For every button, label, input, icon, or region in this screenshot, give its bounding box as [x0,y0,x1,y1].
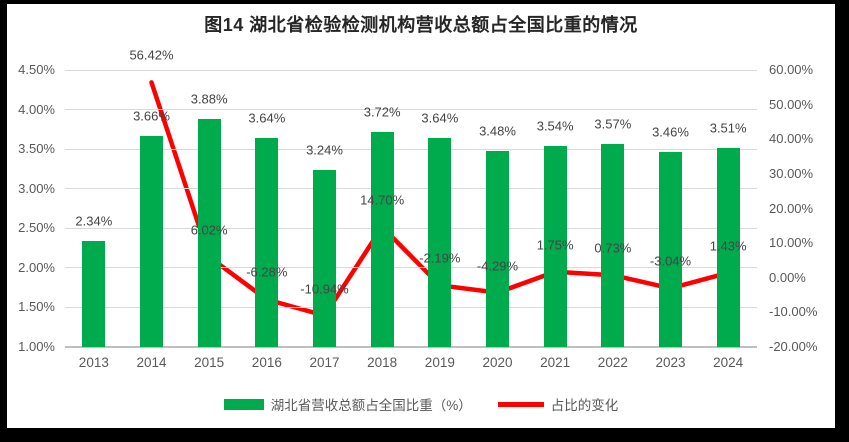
line-point-label: 1.75% [536,237,574,253]
bar-value-label: 3.46% [652,124,689,140]
right-axis-tick-label: 40.00% [769,131,814,147]
line-point-label: -3.04% [649,253,692,269]
right-axis-tick-label: -10.00% [769,304,818,320]
right-axis-tick-label: 0.00% [769,269,806,285]
legend-bar-swatch-icon [223,398,264,410]
line-point-label: -4.29% [476,258,519,274]
bar [716,148,740,347]
bar [486,150,509,347]
x-axis-category-label: 2017 [309,355,340,370]
bar-value-label: 3.88% [190,91,228,107]
bar-value-label: 3.57% [594,116,632,132]
line-point-label: 14.70% [360,192,405,208]
bar [428,138,452,347]
right-axis-tick-label: -20.00% [769,339,818,354]
line-point-label: 1.43% [709,238,747,254]
bar [601,143,625,347]
bar [370,131,394,347]
right-axis-tick-label: 50.00% [769,96,814,112]
line-point-label: -10.94% [300,281,349,297]
right-axis-tick-label: 60.00% [769,62,814,77]
bar [313,169,336,347]
bar [543,145,567,347]
bar-value-label: 3.64% [248,110,286,126]
legend-bar-label: 湖北省营收总额占全国比重（%） [270,398,472,413]
bar [255,138,279,347]
line-point-label: 0.73% [594,240,632,256]
bar-value-label: 3.54% [536,118,574,134]
gridline [65,267,757,269]
x-axis-category-label: 2022 [597,355,628,370]
x-axis-category-label: 2024 [713,355,744,370]
left-axis-tick-label: 1.50% [18,299,55,315]
right-axis-tick-label: 10.00% [769,235,814,251]
left-axis-tick-label: 3.00% [18,180,55,196]
left-axis-tick-label: 2.00% [18,259,55,275]
chart-area: 图14 湖北省检验检测机构营收总额占全国比重的情况 湖北省营收总额占全国比重（%… [7,4,835,428]
bar-value-label: 3.64% [421,110,459,126]
left-axis-tick-label: 1.00% [18,339,55,354]
x-axis-category-label: 2018 [367,355,398,370]
x-axis-category-label: 2021 [540,355,571,370]
right-axis-tick-label: 20.00% [769,200,814,216]
gridline [65,148,757,150]
bar-value-label: 3.48% [479,123,516,139]
gridline [65,69,757,71]
bar-value-label: 3.72% [363,104,401,120]
left-axis-tick-label: 4.50% [18,62,55,77]
bar-value-label: 2.34% [75,213,113,229]
bar-value-label: 3.66% [133,108,170,124]
line-point-label: 56.42% [129,47,174,63]
legend-line-label: 占比的变化 [550,398,619,413]
bar-value-label: 3.51% [709,120,747,136]
legend: 湖北省营收总额占全国比重（%） 占比的变化 [7,394,835,414]
x-axis-category-label: 2014 [136,355,167,370]
line-point-label: 6.02% [190,222,228,238]
x-axis-category-label: 2019 [424,355,455,370]
bar [197,119,221,347]
gridline [65,109,757,111]
chart-title: 图14 湖北省检验检测机构营收总额占全国比重的情况 [204,15,638,35]
gridline [65,188,757,190]
bar-value-label: 3.24% [306,142,343,158]
x-axis-category-label: 2023 [655,355,686,370]
bar [82,240,106,347]
left-axis-tick-label: 4.00% [18,101,55,117]
x-axis-category-label: 2020 [482,355,513,370]
right-axis-tick-label: 30.00% [769,165,814,181]
x-axis-line [65,346,757,348]
bar [659,152,682,347]
left-axis-tick-label: 2.50% [18,220,55,236]
line-point-label: -6.28% [246,264,288,280]
x-axis-category-label: 2016 [251,355,282,370]
bar [140,136,163,347]
x-axis-category-label: 2015 [194,355,225,370]
gridline [65,306,757,308]
legend-line-swatch-icon [497,401,544,407]
left-axis-tick-label: 3.50% [18,141,55,157]
gridline [65,227,757,229]
x-axis-category-label: 2013 [78,355,109,370]
line-series-layer [149,80,731,318]
line-point-label: -2.19% [419,250,461,266]
